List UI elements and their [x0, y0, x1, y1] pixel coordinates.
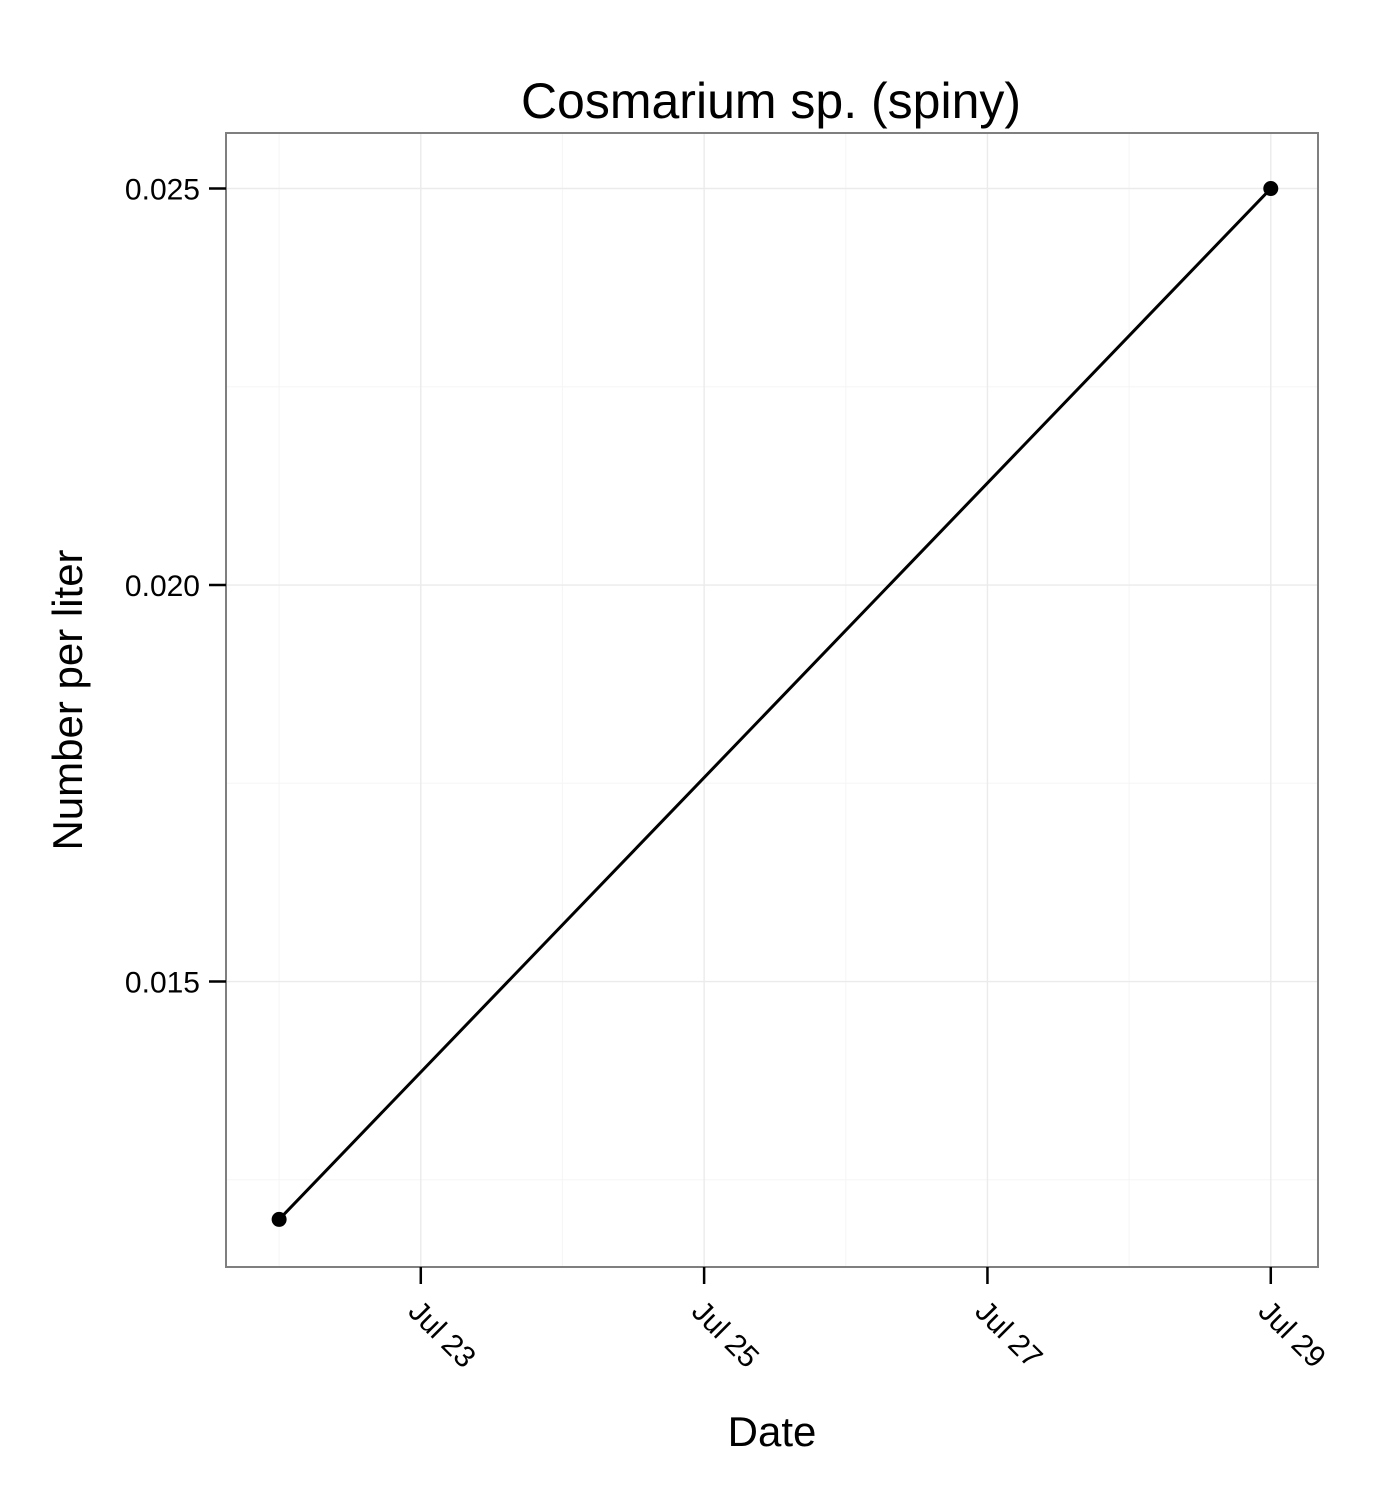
chart-title: Cosmarium sp. (spiny) [521, 73, 1021, 129]
series-layer [271, 181, 1279, 1227]
data-point [1263, 181, 1279, 197]
data-point [271, 1211, 287, 1227]
y-tick-label: 0.025 [125, 174, 200, 207]
y-axis-title: Number per liter [44, 549, 91, 850]
grid-layer [226, 133, 1318, 1267]
x-axis-title: Date [728, 1408, 817, 1455]
series-line [278, 187, 1272, 1221]
y-tick-label: 0.020 [125, 570, 200, 603]
y-tick-label: 0.015 [125, 967, 200, 1000]
y-axis: 0.015 0.020 0.025 [125, 174, 226, 1000]
plot-panel-border [225, 132, 1319, 1268]
